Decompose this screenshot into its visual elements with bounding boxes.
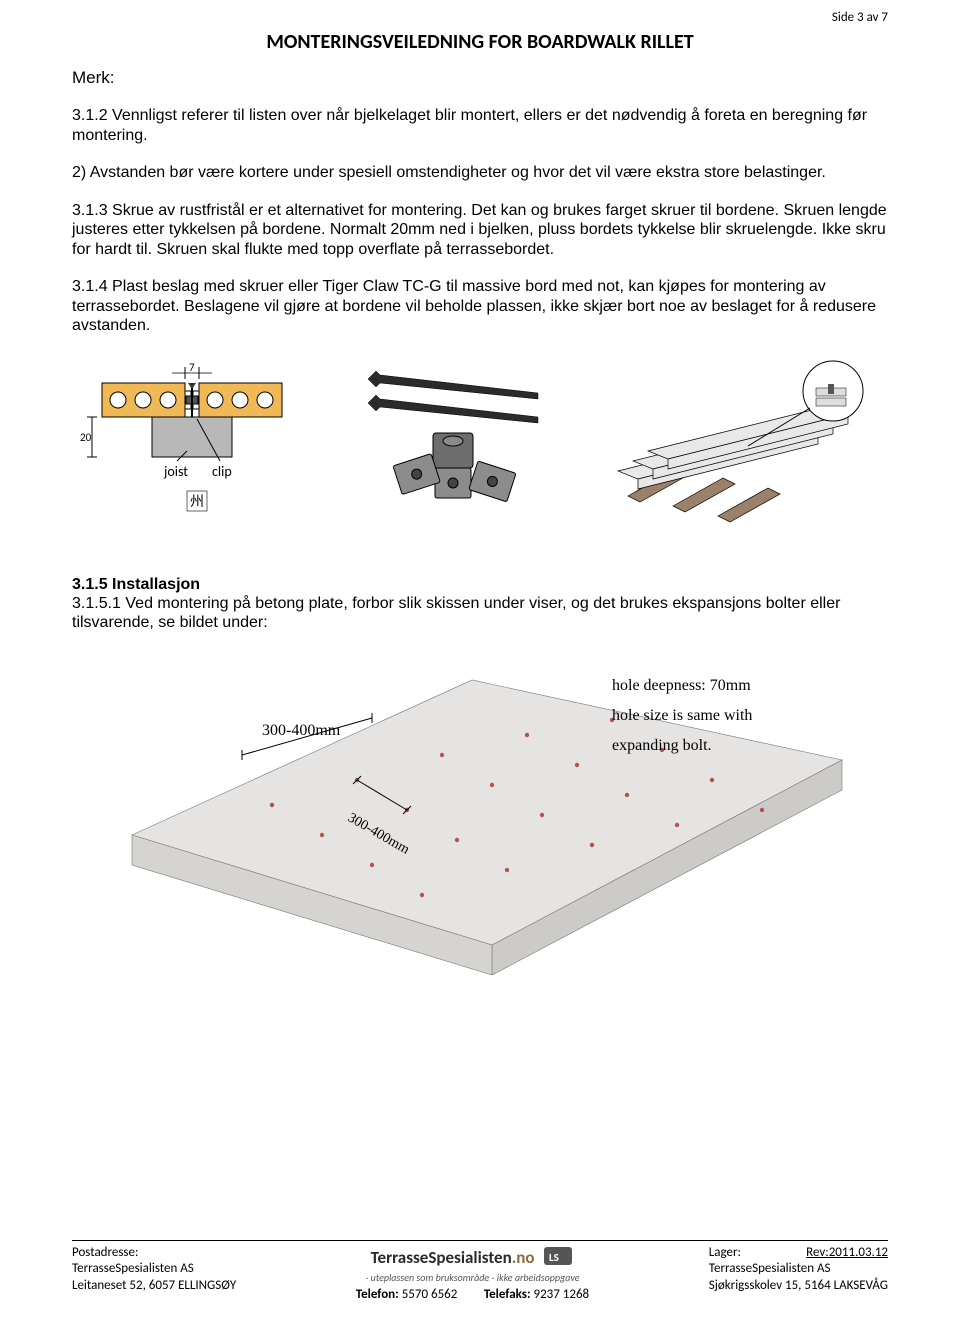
page-number: Side 3 av 7: [832, 10, 888, 25]
merk-label: Merk:: [72, 68, 888, 88]
company-name: TerrasseSpesialisten AS: [72, 1261, 236, 1277]
logo-mark-icon: LS: [544, 1245, 574, 1267]
spacing-label-1: 300-400mm: [262, 722, 341, 739]
postal-address: Leitaneset 52, 6057 ELLINGSØY: [72, 1278, 236, 1294]
para-313: 3.1.3 Skrue av rustfristål er et alterna…: [72, 201, 888, 260]
footer-contact: Telefon: 5570 6562 Telefaks: 9237 1268: [236, 1287, 709, 1303]
rev-label: Rev:: [806, 1245, 829, 1260]
diagram-deck-iso: [588, 356, 888, 536]
stock-address: Sjøkrigsskolev 15, 5164 LAKSEVÅG: [709, 1278, 888, 1294]
note-hole-depth: hole deepness: 70mm: [612, 677, 751, 694]
svg-text:LS: LS: [549, 1251, 559, 1264]
para-312b: 2) Avstanden bør være kortere under spes…: [72, 163, 888, 183]
logo-main: TerrasseSpesialisten: [371, 1247, 512, 1268]
note-hole-size: hole size is same with: [612, 707, 752, 724]
para-314: 3.1.4 Plast beslag med skruer eller Tige…: [72, 277, 888, 336]
tel-value: 5570 6562: [402, 1287, 458, 1302]
stock-company: TerrasseSpesialisten AS: [709, 1261, 888, 1277]
footer-tagline: - uteplassen som bruksområde - ikke arbe…: [236, 1272, 709, 1285]
footer-logo: TerrasseSpesialisten.no LS: [236, 1245, 709, 1272]
logo-tld: .no: [512, 1247, 535, 1268]
fax-label: Telefaks:: [484, 1287, 531, 1302]
dim-left: 20: [80, 431, 92, 444]
fax-value: 9237 1268: [534, 1287, 590, 1302]
figure-row: 7 20 joist clip 州: [72, 356, 888, 536]
svg-text:州: 州: [190, 493, 204, 510]
footer-postal: Postadresse: TerrasseSpesialisten AS Lei…: [72, 1245, 236, 1303]
label-joist: joist: [163, 463, 188, 480]
stock-label: Lager:: [709, 1245, 741, 1261]
para-3151: 3.1.5.1 Ved montering på betong plate, f…: [72, 594, 888, 633]
postal-label: Postadresse:: [72, 1245, 236, 1261]
rev: Rev:2011.03.12: [806, 1245, 888, 1261]
heading-315: 3.1.5 Installasjon: [72, 576, 888, 594]
tel-label: Telefon:: [356, 1287, 399, 1302]
rev-value: 2011.03.12: [829, 1245, 888, 1260]
doc-title: MONTERINGSVEILEDNING FOR BOARDWALK RILLE…: [72, 30, 888, 54]
footer-center: TerrasseSpesialisten.no LS - uteplassen …: [236, 1245, 709, 1303]
note-bolt: expanding bolt.: [612, 737, 712, 754]
para-312: 3.1.2 Vennligst referer til listen over …: [72, 106, 888, 145]
footer-stock: Lager: Rev:2011.03.12 TerrasseSpesialist…: [709, 1245, 888, 1303]
diagram-hardware-icon: [338, 361, 558, 531]
footer: Postadresse: TerrasseSpesialisten AS Lei…: [72, 1240, 888, 1303]
label-clip: clip: [212, 463, 232, 480]
dim-top: 7: [189, 361, 195, 374]
diagram-concrete-slab: 300-400mm 300-400mm hole deepness: 70mm …: [72, 645, 887, 975]
diagram-joist-clip: 7 20 joist clip 州: [72, 361, 307, 531]
